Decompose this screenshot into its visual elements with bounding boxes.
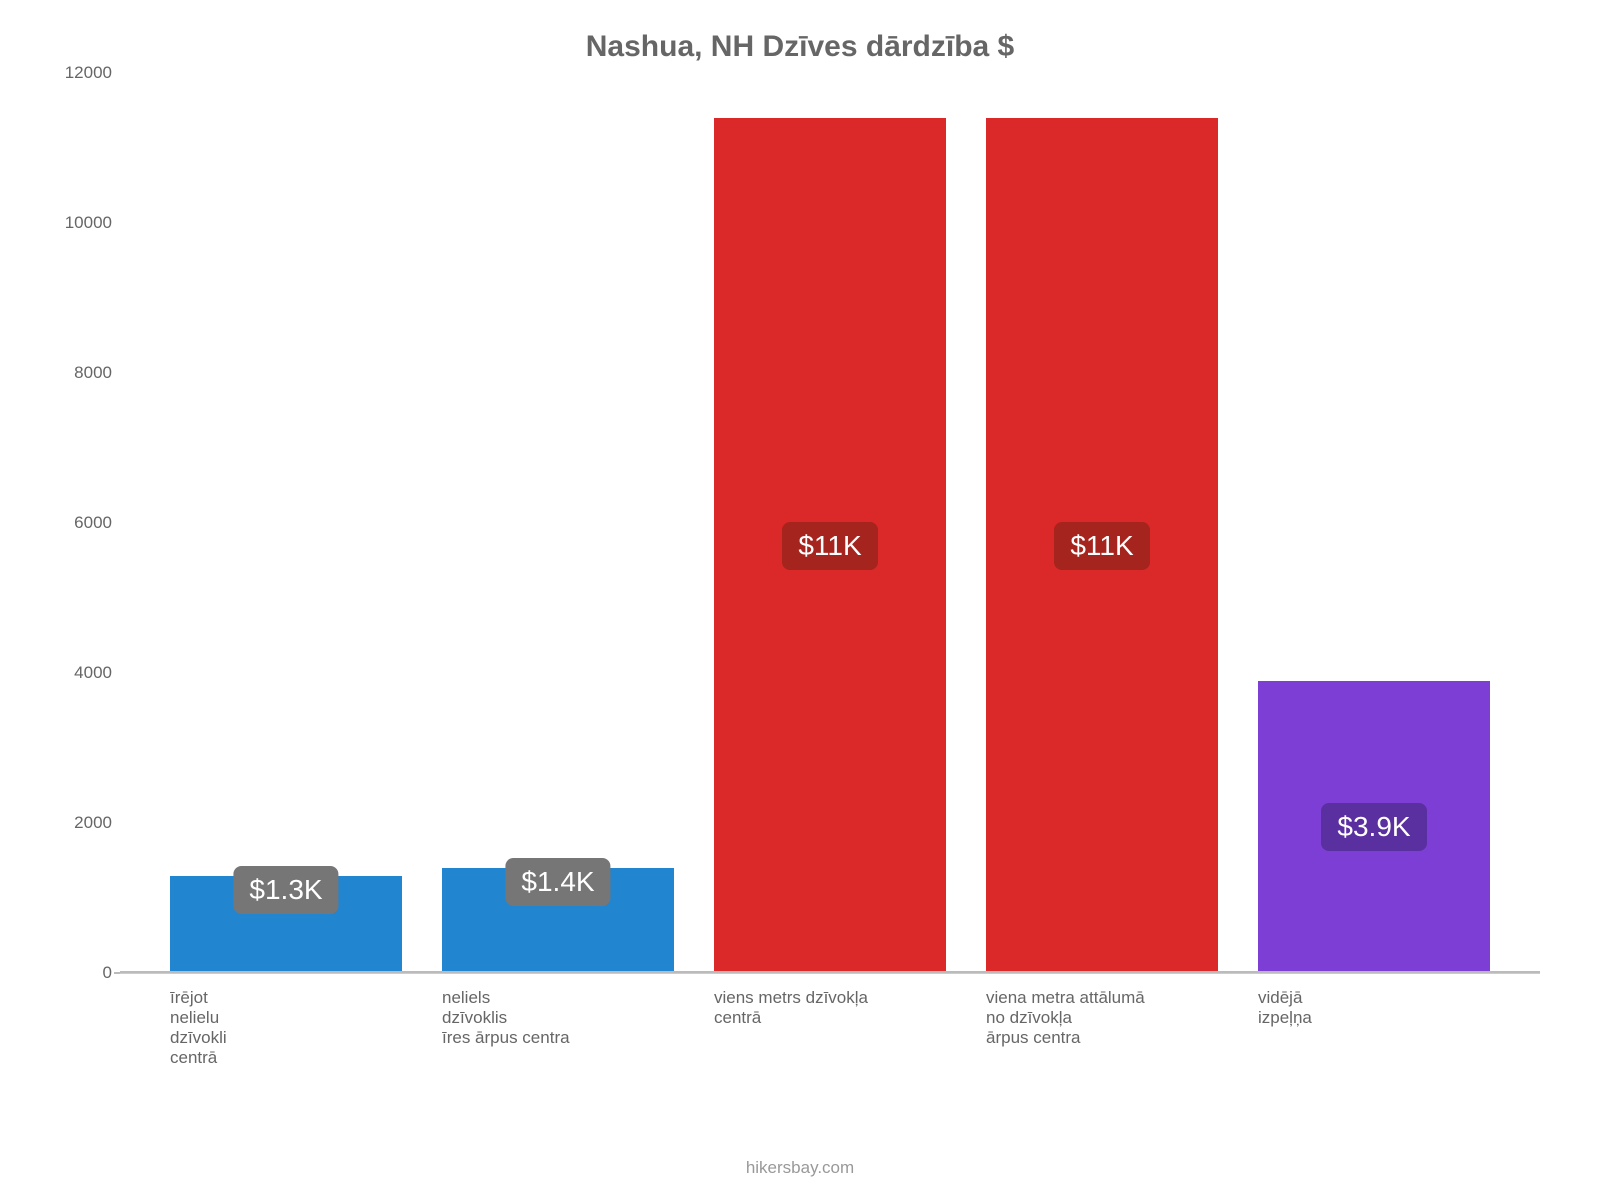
bar-value-badge: $3.9K — [1321, 803, 1426, 851]
x-axis-labels: īrējot nelielu dzīvokli centrā neliels dz… — [120, 974, 1540, 1068]
y-tick-label: 8000 — [42, 363, 112, 383]
chart-container: Nashua, NH Dzīves dārdzība $ 0 2000 4000 60… — [0, 0, 1600, 1200]
bar: $3.9K — [1258, 681, 1489, 974]
bar-value-badge: $1.3K — [233, 866, 338, 914]
baseline-tick — [114, 972, 120, 974]
x-label-text: vidējā izpeļņa — [1258, 988, 1490, 1028]
x-axis-category-label: īrējot nelielu dzīvokli centrā — [150, 974, 422, 1068]
bar-slot: $11K — [694, 74, 966, 973]
y-axis: 020004000600080001000012000 — [40, 74, 120, 973]
y-tick-label: 2000 — [42, 813, 112, 833]
x-label-text: viens metrs dzīvokļa centrā — [714, 988, 946, 1028]
x-axis-line — [120, 971, 1540, 973]
chart-title: Nashua, NH Dzīves dārdzība $ — [40, 30, 1560, 64]
bar-slot: $1.4K — [422, 74, 694, 973]
bar-slot: $3.9K — [1238, 74, 1510, 973]
y-tick-label: 4000 — [42, 663, 112, 683]
y-tick-label: 6000 — [42, 513, 112, 533]
bar-value-badge: $11K — [1054, 522, 1149, 570]
bar-value-badge: $11K — [782, 522, 877, 570]
x-axis-category-label: viena metra attālumā no dzīvokļa ārpus c… — [966, 974, 1238, 1068]
attribution-text: hikersbay.com — [40, 1158, 1560, 1178]
plot-area: 020004000600080001000012000 $1.3K$1.4K$1… — [120, 74, 1540, 974]
y-tick-label: 12000 — [42, 63, 112, 83]
x-axis-category-label: viens metrs dzīvokļa centrā — [694, 974, 966, 1068]
bar-slot: $11K — [966, 74, 1238, 973]
x-label-text: viena metra attālumā no dzīvokļa ārpus c… — [986, 988, 1218, 1048]
bar: $1.3K — [170, 876, 401, 974]
x-label-text: īrējot nelielu dzīvokli centrā — [170, 988, 402, 1068]
bar: $11K — [986, 118, 1217, 973]
x-label-text: neliels dzīvoklis īres ārpus centra — [442, 988, 674, 1048]
x-axis-category-label: neliels dzīvoklis īres ārpus centra — [422, 974, 694, 1068]
bar-slot: $1.3K — [150, 74, 422, 973]
bar: $11K — [714, 118, 945, 973]
y-tick-label: 0 — [42, 963, 112, 983]
y-tick-label: 10000 — [42, 213, 112, 233]
bar-value-badge: $1.4K — [505, 858, 610, 906]
x-axis-category-label: vidējā izpeļņa — [1238, 974, 1510, 1068]
bar: $1.4K — [442, 868, 673, 973]
bars-region: $1.3K $1.4K $11K $11K $3.9K — [120, 74, 1540, 973]
